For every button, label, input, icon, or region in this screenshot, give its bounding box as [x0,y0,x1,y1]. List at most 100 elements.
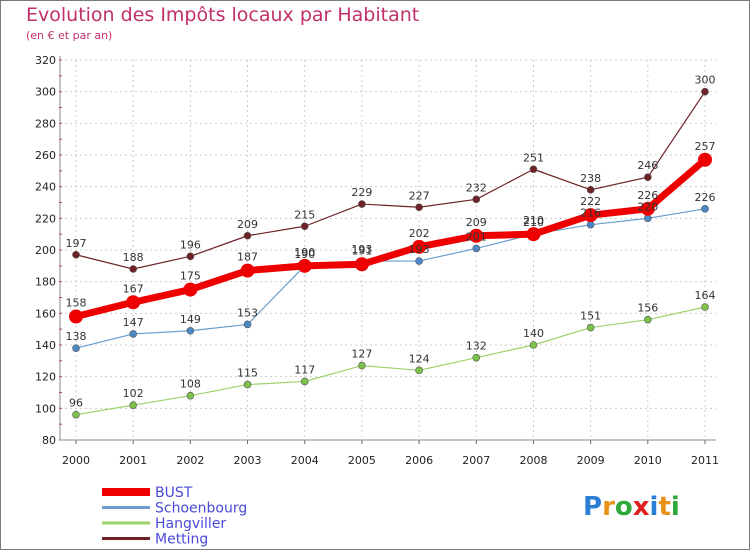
x-tick-label: 2000 [62,454,90,467]
series-line-hangviller [75,306,706,416]
data-point-schoenbourg [472,244,481,253]
data-label-hangviller: 102 [123,387,144,400]
data-point-hangviller [300,377,309,386]
x-tick-label: 2002 [176,454,204,467]
x-tick-label: 2006 [405,454,433,467]
data-point-hangviller [644,315,652,324]
data-label-schoenbourg: 226 [695,191,716,204]
data-point-hangviller [129,401,137,409]
series-line-bust [72,156,709,320]
logo-letter: t [658,492,670,522]
data-point-hangviller [701,303,709,311]
data-point-bust [126,295,141,310]
data-label-schoenbourg: 149 [180,313,201,326]
legend-label-schoenbourg: Schoenbourg [155,501,247,517]
data-label-schoenbourg: 210 [523,216,544,229]
data-point-schoenbourg [586,220,595,229]
series-layer [69,87,712,419]
x-tick-label: 2005 [348,454,376,467]
data-point-hangviller [186,391,195,400]
data-label-schoenbourg: 193 [351,243,372,256]
data-label-metting: 215 [294,208,315,221]
data-label-bust: 222 [580,195,601,208]
data-point-hangviller [415,366,423,375]
logo-letter: r [602,492,615,522]
data-label-bust: 226 [637,189,658,202]
data-label-hangviller: 164 [695,289,716,302]
data-label-metting: 229 [351,186,372,199]
data-label-metting: 238 [580,172,601,185]
x-tick-label: 2011 [691,454,719,467]
data-label-metting: 197 [66,237,87,250]
grid [60,59,716,441]
logo-letter: P [583,492,602,522]
data-point-metting [300,222,309,231]
data-label-metting: 300 [695,74,716,87]
data-point-bust [297,258,312,273]
data-label-schoenbourg: 201 [466,230,487,243]
data-label-hangviller: 96 [69,397,83,410]
y-tick-label: 260 [35,149,56,162]
y-tick-label: 200 [35,244,56,257]
y-tick-label: 240 [35,181,56,194]
x-tick-label: 2004 [291,454,319,467]
data-label-schoenbourg: 216 [580,207,601,220]
x-tick-label: 2010 [634,454,662,467]
data-point-metting [243,231,252,240]
data-point-bust [640,201,655,216]
y-tick-label: 280 [35,117,56,130]
data-label-schoenbourg: 193 [409,243,430,256]
y-tick-label: 220 [35,212,56,225]
data-label-bust: 190 [294,246,315,259]
y-tick-label: 160 [35,307,56,320]
data-point-schoenbourg [415,257,423,265]
chart-title: Evolution des Impôts locaux par Habitant [26,4,420,26]
data-label-metting: 196 [180,238,201,251]
data-label-metting: 227 [409,189,430,202]
data-point-hangviller [472,353,481,362]
data-point-schoenbourg [644,214,652,223]
data-point-bust [412,239,427,254]
data-label-metting: 232 [466,181,487,194]
data-point-metting [586,186,595,194]
data-label-bust: 167 [123,282,144,295]
data-label-hangviller: 115 [237,367,258,380]
series-line-schoenbourg [75,208,706,349]
data-label-bust: 202 [409,227,430,240]
logo-letter: x [633,492,650,522]
x-tick-label: 2003 [234,454,262,467]
logo-letter: i [671,492,680,522]
data-point-hangviller [586,323,595,332]
data-label-hangviller: 151 [580,310,601,323]
data-label-hangviller: 108 [180,378,201,391]
legend-label-metting: Metting [155,532,208,548]
data-label-hangviller: 124 [409,352,430,365]
x-tick-label: 2009 [577,454,605,467]
series-line-metting [75,91,706,270]
data-label-metting: 246 [637,159,658,172]
data-point-schoenbourg [72,344,80,352]
data-point-hangviller [243,380,252,389]
data-point-hangviller [72,410,80,419]
y-tick-label: 180 [35,276,56,289]
data-label-metting: 188 [123,251,144,264]
data-labels: 197 188 196 209 215 229 227 232 251 238 246 300 96 10… [66,74,716,410]
data-point-metting [529,165,538,174]
data-point-bust [354,257,369,272]
x-axis: 2000 2001 2002 2003 2004 2005 2006 2007 2008 2009… [60,439,719,467]
data-label-bust: 191 [351,244,372,257]
data-point-metting [701,87,709,96]
y-tick-label: 300 [35,86,56,99]
data-point-bust [583,208,598,223]
x-tick-label: 2001 [119,454,147,467]
logo-letter: i [650,492,659,522]
data-label-hangviller: 140 [523,327,544,340]
data-point-metting [186,252,195,261]
data-point-metting [129,265,137,273]
y-tick-label: 100 [35,402,56,415]
data-point-hangviller [358,361,366,370]
chart-subtitle: (en € et par an) [26,29,113,42]
data-label-schoenbourg: 190 [294,248,315,261]
proxiti-logo: Proxiti [583,492,680,522]
